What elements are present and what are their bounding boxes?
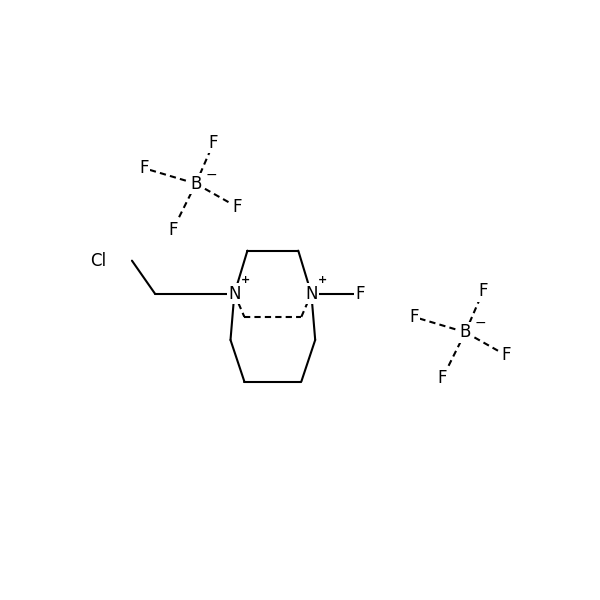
Text: F: F [409, 308, 419, 326]
Text: −: − [205, 167, 217, 181]
Text: F: F [209, 134, 218, 152]
Text: N: N [228, 285, 241, 303]
Text: −: − [475, 316, 487, 330]
Text: Cl: Cl [89, 251, 106, 269]
Text: F: F [232, 198, 241, 216]
Text: F: F [502, 346, 511, 364]
Text: +: + [318, 275, 328, 285]
Text: N: N [305, 285, 317, 303]
Text: F: F [437, 370, 447, 388]
Text: +: + [241, 275, 251, 285]
Text: B: B [460, 323, 471, 341]
Text: B: B [190, 175, 202, 193]
Text: F: F [478, 283, 488, 301]
Text: F: F [168, 221, 178, 239]
Text: F: F [355, 285, 365, 303]
Text: F: F [140, 159, 149, 177]
